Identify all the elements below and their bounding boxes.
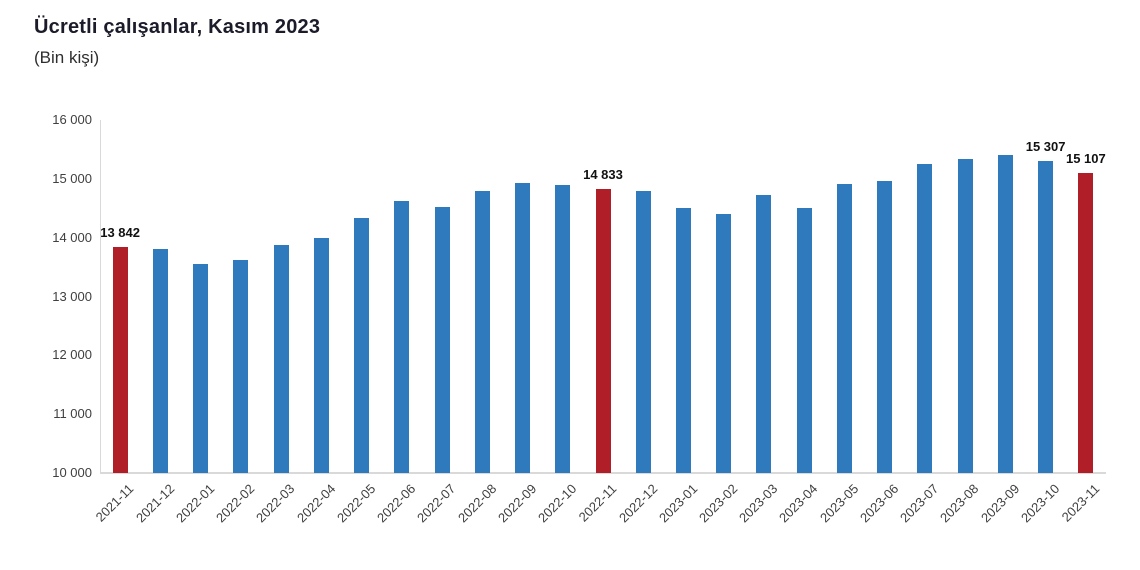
bar-2023-10 — [1038, 160, 1054, 473]
bar-2022-03 — [273, 245, 289, 473]
x-axis-tick-label: 2023-05 — [816, 481, 862, 526]
x-axis-line — [100, 472, 1106, 474]
bar-2023-11 — [1078, 172, 1094, 473]
x-axis-tick-label: 2022-01 — [172, 481, 218, 526]
y-axis-tick-label: 15 000 — [52, 170, 92, 186]
bar-2022-02 — [233, 260, 249, 473]
x-axis-tick-label: 2022-12 — [615, 481, 660, 526]
x-axis-tick-label: 2021-11 — [93, 481, 137, 525]
bar-2022-09 — [515, 182, 531, 473]
bar-2022-08 — [474, 191, 490, 473]
bar-2022-05 — [354, 218, 370, 473]
y-axis-tick-label: 14 000 — [52, 229, 92, 245]
bar-2021-11 — [112, 246, 128, 473]
x-axis-tick-label: 2023-02 — [695, 481, 741, 526]
data-label: 13 842 — [100, 224, 140, 240]
bar-2023-01 — [675, 207, 691, 473]
bar-2023-07 — [917, 164, 933, 473]
x-axis-tick-label: 2022-04 — [293, 481, 338, 526]
y-axis-tick-label: 10 000 — [52, 465, 92, 480]
data-label: 15 307 — [1025, 138, 1066, 154]
x-axis-tick-label: 2022-09 — [494, 481, 540, 526]
bar-2023-09 — [997, 154, 1013, 473]
x-axis-tick-label: 2023-09 — [977, 481, 1023, 526]
y-axis-tick-label: 12 000 — [52, 347, 92, 363]
bar-2022-04 — [313, 237, 329, 473]
x-axis-tick-label: 2022-11 — [575, 481, 620, 525]
x-axis-tick-label: 2023-06 — [856, 481, 902, 526]
bar-2022-06 — [394, 201, 410, 473]
bar-2023-04 — [796, 208, 812, 473]
bar-2023-03 — [756, 195, 772, 473]
x-axis-tick-label: 2022-07 — [414, 481, 459, 526]
bar-2022-07 — [434, 207, 450, 473]
data-label: 14 833 — [583, 166, 623, 182]
y-axis-tick-label: 16 000 — [52, 112, 92, 127]
chart-subtitle: (Bin kişi) — [34, 48, 100, 67]
bar-2023-06 — [877, 181, 893, 473]
bar-2023-02 — [716, 213, 732, 473]
bar-2022-01 — [193, 263, 209, 473]
x-axis-tick-label: 2023-08 — [937, 481, 982, 526]
data-label: 15 107 — [1065, 150, 1106, 166]
x-axis-tick-label: 2022-02 — [213, 481, 258, 526]
bar-2022-10 — [555, 185, 571, 473]
x-axis-tick-label: 2023-01 — [655, 481, 701, 526]
x-axis-tick-label: 2022-10 — [535, 481, 580, 526]
x-axis-tick-label: 2023-11 — [1058, 481, 1103, 525]
x-axis-tick-label: 2023-04 — [776, 481, 821, 526]
chart-title: Ücretli çalışanlar, Kasım 2023 — [34, 16, 321, 38]
x-axis-tick-label: 2023-03 — [736, 481, 781, 526]
bar-2023-08 — [957, 158, 973, 473]
x-axis-tick-label: 2022-06 — [374, 481, 419, 526]
x-axis-tick-label: 2022-08 — [454, 481, 499, 526]
x-axis-tick-label: 2022-03 — [253, 481, 298, 526]
x-axis-tick-label: 2021-12 — [132, 481, 177, 526]
x-axis-tick-label: 2023-07 — [897, 481, 942, 526]
bar-2021-12 — [152, 249, 168, 473]
bar-2022-12 — [635, 191, 651, 473]
y-axis-line — [100, 120, 101, 473]
x-axis-tick-label: 2022-05 — [333, 481, 379, 526]
x-axis-tick-label: 2023-10 — [1017, 481, 1063, 526]
bar-2022-11 — [595, 188, 611, 473]
y-axis-tick-label: 11 000 — [53, 406, 92, 422]
y-axis-tick-label: 13 000 — [52, 288, 92, 304]
bar-2023-05 — [836, 183, 852, 473]
